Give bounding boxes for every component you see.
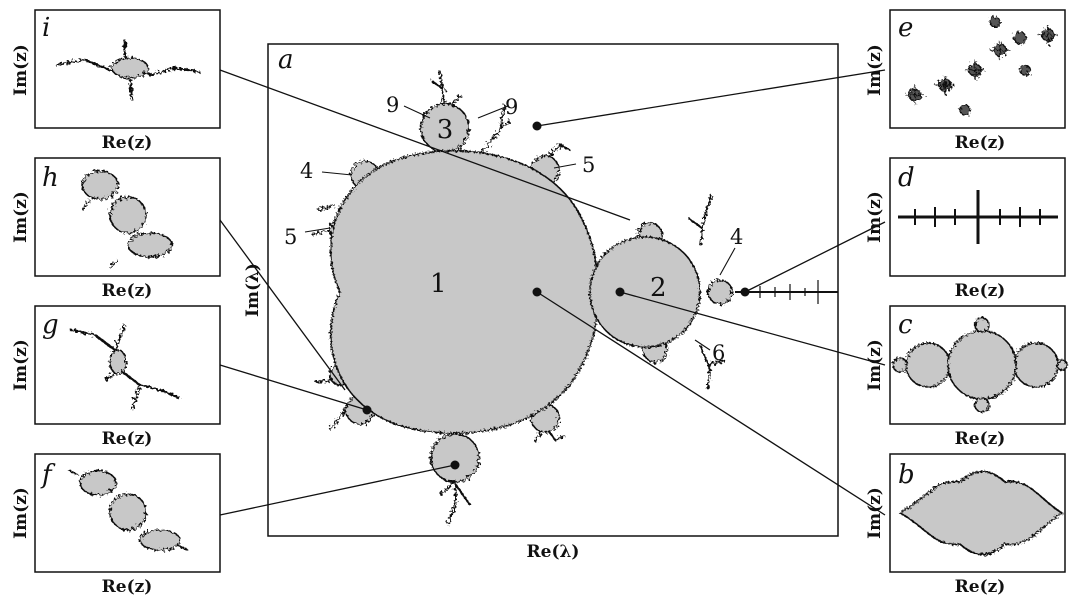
inset-b: b Re(z) Im(z)	[865, 453, 1066, 597]
period-label-4-left: 4	[300, 159, 313, 183]
main-xlabel: Re(λ)	[527, 542, 580, 562]
julia-i	[54, 40, 201, 101]
inset-g-ylabel: Im(z)	[11, 339, 31, 391]
marker-dots	[362, 121, 750, 470]
inset-c-xlabel: Re(z)	[955, 429, 1006, 449]
inset-d-xlabel: Re(z)	[955, 281, 1006, 301]
inset-e-letter: e	[898, 13, 913, 43]
panel-letter-a: a	[278, 45, 294, 75]
inset-d-ylabel: Im(z)	[865, 191, 885, 243]
inset-b-ylabel: Im(z)	[865, 487, 885, 539]
inset-e: e Re(z) Im(z)	[865, 9, 1066, 153]
inset-e-ylabel: Im(z)	[865, 44, 885, 96]
period-2-bulb	[589, 236, 701, 348]
inset-h-ylabel: Im(z)	[11, 191, 31, 243]
inset-c-ylabel: Im(z)	[865, 339, 885, 391]
julia-b	[898, 470, 1064, 556]
connector-lines	[219, 69, 886, 516]
region-label-3: 3	[437, 115, 454, 145]
inset-h-xlabel: Re(z)	[102, 281, 153, 301]
inset-d-letter: d	[898, 163, 915, 193]
inset-f-xlabel: Re(z)	[102, 577, 153, 597]
main-ylabel: Im(λ)	[243, 263, 263, 317]
julia-h	[81, 170, 173, 269]
inset-i: i Re(z) Im(z)	[11, 9, 221, 153]
julia-g	[69, 324, 181, 411]
inset-e-xlabel: Re(z)	[955, 133, 1006, 153]
inset-c: c Re(z) Im(z)	[865, 305, 1068, 449]
period-label-6: 6	[712, 341, 725, 365]
region-label-2: 2	[650, 273, 667, 303]
julia-d	[898, 190, 1058, 244]
inset-i-letter: i	[42, 13, 50, 43]
period-label-9-right: 9	[505, 95, 518, 119]
inset-h-letter: h	[42, 163, 59, 193]
period-label-4-right: 4	[730, 225, 743, 249]
inset-f-ylabel: Im(z)	[11, 487, 31, 539]
julia-e	[905, 16, 1058, 116]
inset-g-xlabel: Re(z)	[102, 429, 153, 449]
inset-f: f Re(z) Im(z)	[11, 453, 221, 597]
period-label-5-left: 5	[284, 225, 297, 249]
inset-b-letter: b	[898, 460, 915, 490]
inset-d: d Re(z) Im(z)	[865, 157, 1066, 301]
inset-b-xlabel: Re(z)	[955, 577, 1006, 597]
inset-g: g Re(z) Im(z)	[11, 305, 221, 449]
inset-i-ylabel: Im(z)	[11, 44, 31, 96]
inset-h: h Re(z) Im(z)	[11, 157, 221, 301]
mandelbrot-set	[311, 69, 838, 526]
region-label-1: 1	[430, 269, 447, 299]
inset-i-xlabel: Re(z)	[102, 133, 153, 153]
period-label-5-upper: 5	[582, 153, 595, 177]
inset-c-letter: c	[898, 310, 913, 340]
julia-f	[67, 469, 189, 551]
julia-c	[892, 317, 1068, 413]
inset-g-letter: g	[42, 310, 59, 340]
main-panel: a 1 2 3 9 9 4 5 5 4 6 Re(λ) Im(λ)	[219, 43, 886, 562]
period-label-9-left: 9	[386, 93, 399, 117]
period-leaders	[304, 105, 736, 351]
